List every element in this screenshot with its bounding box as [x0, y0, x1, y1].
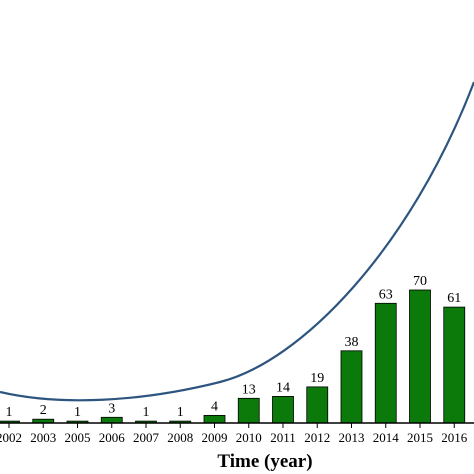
bar-2013: [340, 350, 363, 424]
bar-2016: [443, 306, 466, 424]
bar-2009: [203, 414, 226, 424]
x-tick-label-2002: 2002: [0, 430, 22, 445]
data-label-2012: 19: [310, 371, 324, 386]
x-tick-label-2007: 2007: [133, 430, 160, 445]
bar-2015: [409, 289, 431, 424]
data-label-2008: 1: [177, 405, 184, 420]
data-label-2013: 38: [345, 335, 359, 350]
bar-2011: [272, 395, 294, 424]
x-tick-label-2016: 2016: [441, 430, 468, 445]
x-tick-label-2010: 2010: [236, 430, 262, 445]
x-ticks-group: 2002 2003 2005 2006 2007 2008 2009 2010 2011 2012…: [0, 423, 468, 445]
x-tick-label-2008: 2008: [167, 430, 193, 445]
data-label-2007: 1: [143, 405, 150, 420]
bar-2010: [237, 397, 260, 424]
data-label-2009: 4: [211, 399, 218, 414]
data-label-2016: 61: [447, 291, 461, 306]
data-label-2003: 2: [40, 403, 47, 418]
x-tick-label-2003: 2003: [30, 430, 56, 445]
data-label-2010: 13: [242, 382, 256, 397]
bar-2006: [100, 416, 123, 424]
bars-group: [0, 289, 466, 424]
x-tick-label-2012: 2012: [304, 430, 330, 445]
trend-curve: [0, 81, 474, 402]
bar-2012: [306, 386, 329, 424]
data-label-2005: 1: [74, 405, 81, 420]
bar-2014: [374, 302, 397, 424]
x-axis-title: Time (year): [217, 451, 312, 472]
data-label-2015: 70: [413, 274, 427, 289]
x-tick-label-2014: 2014: [373, 430, 400, 445]
x-tick-label-2009: 2009: [202, 430, 228, 445]
x-tick-label-2013: 2013: [339, 430, 365, 445]
data-label-2002: 1: [6, 405, 13, 420]
data-label-2006: 3: [108, 401, 115, 416]
x-tick-label-2005: 2005: [65, 430, 91, 445]
data-label-2011: 14: [276, 380, 290, 395]
data-label-2014: 63: [379, 287, 393, 302]
x-tick-label-2015: 2015: [407, 430, 433, 445]
x-tick-label-2006: 2006: [99, 430, 126, 445]
x-tick-label-2011: 2011: [270, 430, 296, 445]
